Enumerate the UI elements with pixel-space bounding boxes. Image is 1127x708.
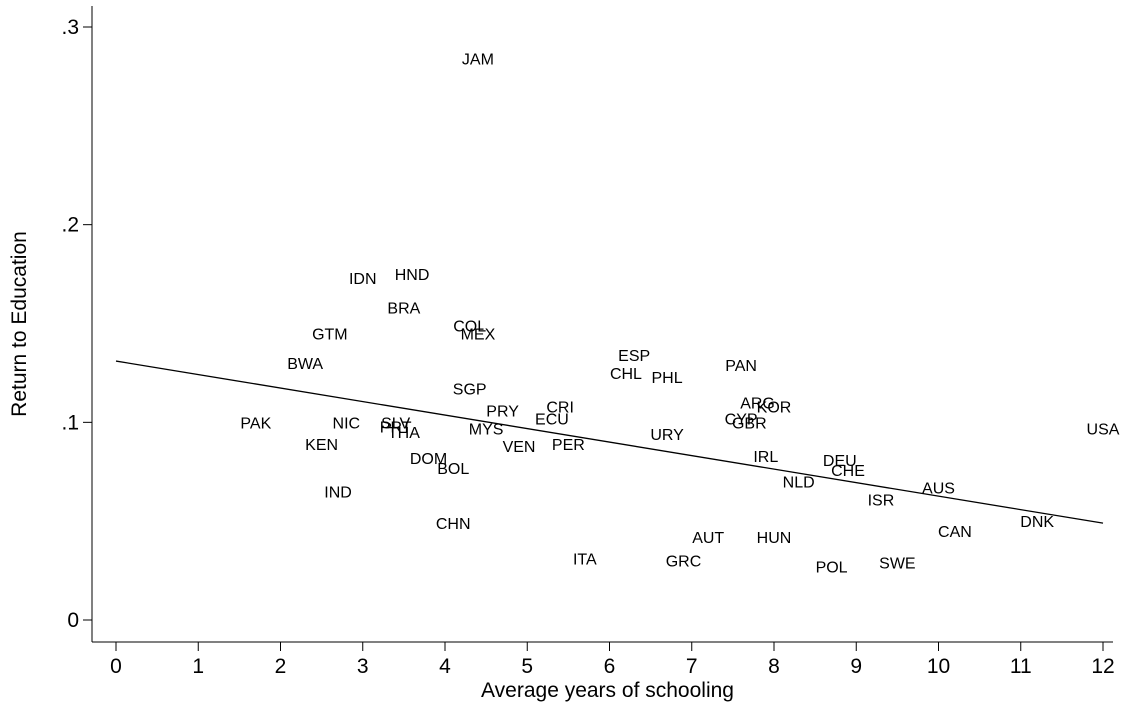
point-label-nic: NIC [333,415,361,432]
point-label-che: CHE [831,463,865,480]
y-axis-ticks: 0 .1 .2 .3 [61,16,92,632]
y-tick-label: .3 [61,16,79,39]
point-label-phl: PHL [652,370,683,387]
point-label-slv: SLV [381,415,410,432]
point-label-chn: CHN [436,516,471,533]
point-label-aut: AUT [692,530,724,547]
x-tick-label: 1 [192,655,204,678]
point-label-gtm: GTM [312,326,348,343]
point-label-mys: MYS [469,421,504,438]
x-tick-label: 7 [686,655,698,678]
point-label-idn: IDN [349,271,377,288]
point-label-col: COL [453,318,486,335]
point-label-ury: URY [650,427,684,444]
x-tick-label: 2 [275,655,287,678]
y-tick-label: .2 [61,214,79,237]
point-label-esp: ESP [618,348,650,365]
point-label-irl: IRL [753,449,778,466]
y-tick-label: 0 [67,609,79,632]
point-label-cyp: CYP [725,411,758,428]
axes [91,6,1113,643]
point-label-grc: GRC [666,554,702,571]
point-label-prt: PRT [380,419,412,436]
point-label-can: CAN [938,524,972,541]
x-tick-label: 5 [521,655,533,678]
point-label-aus: AUS [922,481,955,498]
point-label-hnd: HND [395,267,430,284]
point-label-nld: NLD [783,475,815,492]
point-label-ven: VEN [503,439,536,456]
x-tick-label: 8 [768,655,780,678]
point-label-bwa: BWA [287,356,323,373]
point-label-tha: THA [388,425,420,442]
point-label-cri: CRI [546,400,574,417]
point-label-pak: PAK [240,415,271,432]
point-label-sgp: SGP [453,382,487,399]
point-label-deu: DEU [823,453,857,470]
y-tick-label: .1 [61,411,79,434]
point-label-usa: USA [1087,421,1120,438]
x-tick-label: 4 [439,655,451,678]
point-label-swe: SWE [879,556,915,573]
fitted-line-group [115,360,1104,524]
x-tick-label: 12 [1091,655,1114,678]
x-tick-label: 6 [604,655,616,678]
x-tick-label: 3 [357,655,369,678]
point-label-bra: BRA [387,301,420,318]
point-label-pan: PAN [725,358,757,375]
point-label-ita: ITA [573,552,597,569]
x-tick-label: 10 [927,655,950,678]
point-label-jam: JAM [462,52,494,69]
point-label-ind: IND [324,485,352,502]
y-axis-title: Return to Education [8,231,31,417]
point-label-kor: KOR [757,400,792,417]
point-label-dnk: DNK [1020,514,1054,531]
point-label-mex: MEX [461,326,496,343]
point-label-hun: HUN [757,530,792,547]
x-tick-label: 9 [850,655,862,678]
point-label-gbr: GBR [732,415,767,432]
x-tick-label: 0 [110,655,122,678]
point-label-arg: ARG [740,396,775,413]
point-label-bol: BOL [437,461,469,478]
point-label-pry: PRY [486,403,519,420]
point-label-chl: CHL [610,366,642,383]
x-axis-title: Average years of schooling [481,679,734,702]
point-label-dom: DOM [410,451,447,468]
point-label-pol: POL [816,560,848,577]
point-label-ken: KEN [305,437,338,454]
x-tick-label: 11 [1010,655,1032,678]
x-axis-ticks: 0 1 2 3 4 5 6 7 8 9 10 11 12 [110,642,1115,678]
fitted-regression-line [115,360,1104,524]
point-label-per: PER [552,437,585,454]
point-label-isr: ISR [868,492,895,509]
point-label-ecu: ECU [535,411,569,428]
